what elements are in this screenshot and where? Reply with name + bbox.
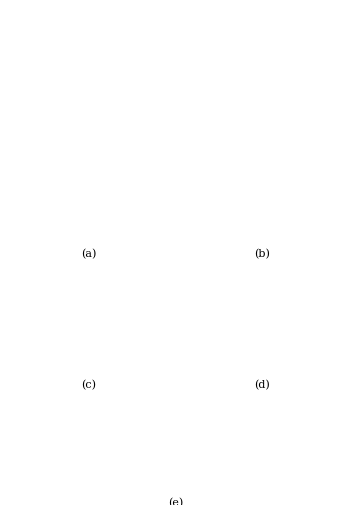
- Text: (a): (a): [81, 248, 96, 259]
- Text: (e): (e): [168, 497, 183, 505]
- Text: (c): (c): [81, 379, 96, 389]
- Text: (b): (b): [254, 248, 270, 259]
- Text: (d): (d): [254, 379, 270, 389]
